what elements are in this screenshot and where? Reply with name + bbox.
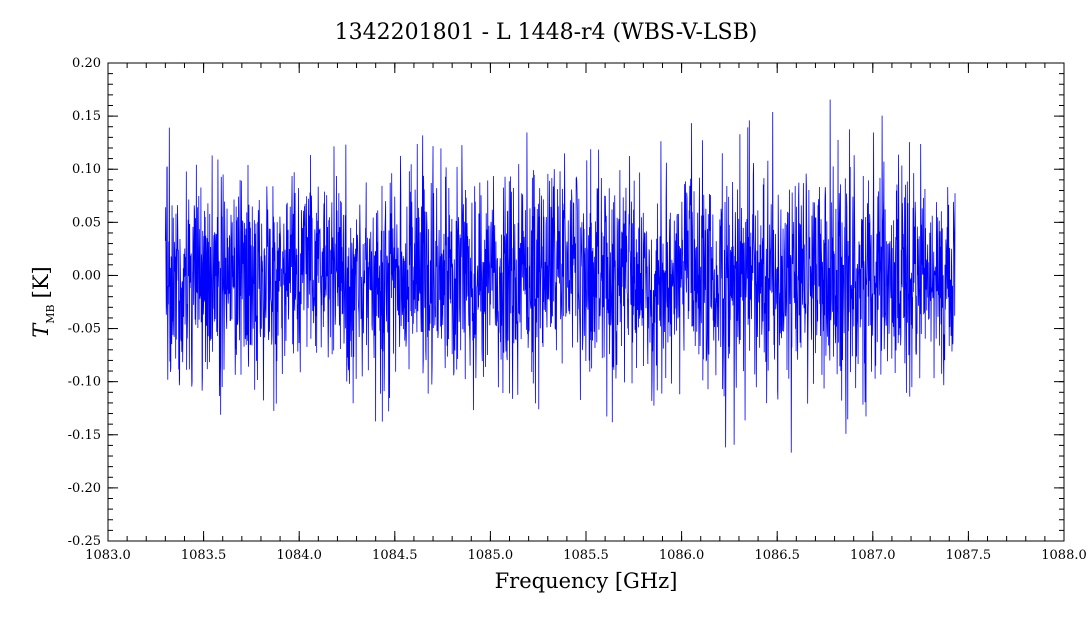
svg-text:TMB[K]: TMB [K] [29,266,57,337]
x-tick-label: 1087.0 [850,548,896,563]
chart-title: 1342201801 - L 1448-r4 (WBS-V-LSB) [335,20,758,45]
y-axis: 0.20 0.15 0.10 0.05 0.00 -0.05 -0.10 -0.15 -0.20… [68,56,1064,549]
y-tick-label: 0.05 [72,215,101,230]
y-axis-label-subscript: MB [44,304,57,323]
y-tick-label: -0.25 [68,534,101,549]
y-tick-label: 0.00 [72,268,101,283]
x-tick-label: 1087.5 [946,548,992,563]
x-tick-label: 1085.0 [468,548,514,563]
x-tick-label: 1086.5 [754,548,800,563]
x-axis: 1083.0 1083.5 1084.0 1084.5 1085.0 1085.5 1086… [85,63,1087,563]
y-tick-label: -0.20 [68,481,101,496]
y-axis-label: TMB [K] [29,266,57,337]
x-axis-label: Frequency [GHz] [495,569,678,593]
x-tick-label: 1086.0 [659,548,705,563]
series-line [164,99,956,453]
plot-area [164,99,956,453]
x-tick-label: 1088.0 [1041,548,1087,563]
y-tick-label: 0.15 [72,109,101,124]
y-tick-label: -0.15 [68,428,101,443]
x-tick-label: 1084.0 [276,548,322,563]
x-tick-label: 1084.5 [372,548,418,563]
y-axis-label-unit: [K] [29,266,53,298]
y-tick-label: -0.05 [68,322,101,337]
y-tick-label: 0.10 [72,162,101,177]
y-axis-label-symbol: T [29,322,53,338]
x-tick-label: 1085.5 [563,548,609,563]
y-tick-label: 0.20 [72,56,101,71]
x-tick-label: 1083.5 [181,548,227,563]
y-tick-label: -0.10 [68,375,101,390]
x-tick-label: 1083.0 [85,548,131,563]
